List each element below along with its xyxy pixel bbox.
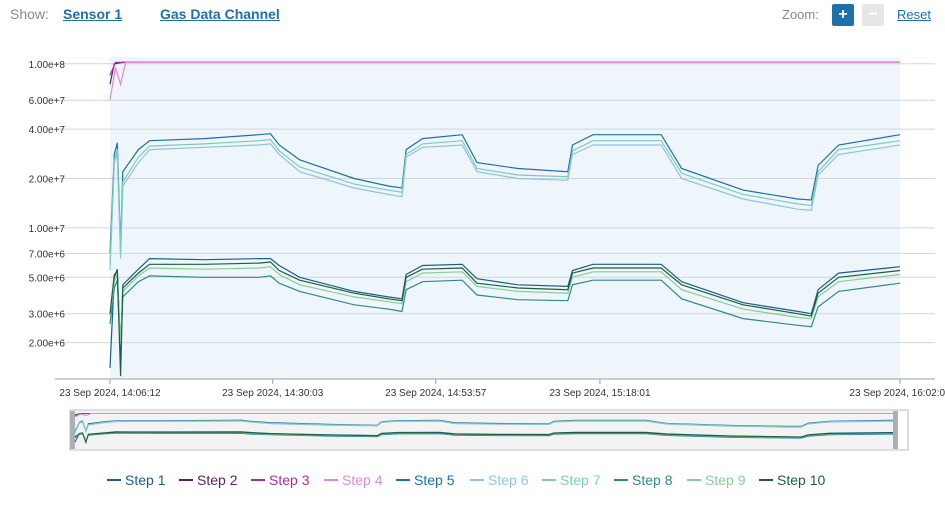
legend-label: Step 1 xyxy=(125,472,166,488)
main-chart[interactable]: 1.00e+8 6.00e+7 4.00e+7 2.00e+7 1.00e+7 7.00e… xyxy=(0,0,945,410)
reset-link[interactable]: Reset xyxy=(897,7,931,22)
y-tick-label: 5.00e+6 xyxy=(29,273,66,284)
chart-legend: Step 1 Step 2 Step 3 Step 4 Step 5 Step 6 Step… xyxy=(0,468,945,494)
legend-swatch xyxy=(396,479,410,482)
legend-item-step-6[interactable]: Step 6 xyxy=(470,472,528,488)
legend-label: Step 10 xyxy=(777,472,826,488)
legend-swatch xyxy=(614,479,628,482)
legend-label: Step 2 xyxy=(197,472,238,488)
legend-swatch xyxy=(687,479,701,482)
x-tick-label: 23 Sep 2024, 14:06:12 xyxy=(59,388,161,399)
legend-item-step-4[interactable]: Step 4 xyxy=(324,472,382,488)
grid-lines xyxy=(55,63,935,380)
legend-label: Step 5 xyxy=(414,472,455,488)
legend-swatch xyxy=(470,479,484,482)
legend-item-step-9[interactable]: Step 9 xyxy=(687,472,745,488)
navigator-handle-left[interactable] xyxy=(70,411,75,449)
y-tick-label: 2.00e+6 xyxy=(29,339,66,350)
y-tick-label: 2.00e+7 xyxy=(29,174,66,185)
series-line-step-1 xyxy=(109,257,901,369)
legend-item-step-3[interactable]: Step 3 xyxy=(251,472,309,488)
y-tick-label: 1.00e+8 xyxy=(29,60,66,71)
series-line-step-5 xyxy=(109,133,901,254)
series-line-step-7 xyxy=(109,138,901,265)
x-tick-label: 23 Sep 2024, 15:18:01 xyxy=(549,388,651,399)
legend-swatch xyxy=(542,479,556,482)
x-tick-label: 23 Sep 2024, 16:02:00 xyxy=(849,388,945,399)
navigator-handle-right[interactable] xyxy=(893,411,898,449)
legend-item-step-5[interactable]: Step 5 xyxy=(396,472,454,488)
y-tick-label: 4.00e+7 xyxy=(29,125,66,136)
zoom-out-button[interactable]: − xyxy=(862,4,884,26)
sensor-link[interactable]: Sensor 1 xyxy=(63,6,123,22)
navigator-line-step-10 xyxy=(74,431,894,445)
legend-swatch xyxy=(179,479,193,482)
legend-swatch xyxy=(759,479,773,482)
y-tick-label: 3.00e+6 xyxy=(29,310,66,321)
y-tick-label: 7.00e+6 xyxy=(29,249,66,260)
navigator-line-step-4 xyxy=(74,413,893,418)
series-line-step-9 xyxy=(109,266,901,345)
legend-label: Step 4 xyxy=(342,472,383,488)
plot-background xyxy=(110,57,900,379)
legend-item-step-7[interactable]: Step 7 xyxy=(542,472,600,488)
legend-label: Step 6 xyxy=(488,472,529,488)
navigator-selection xyxy=(75,411,893,449)
x-axis: 23 Sep 2024, 14:06:12 23 Sep 2024, 14:30:… xyxy=(59,379,945,399)
legend-item-step-8[interactable]: Step 8 xyxy=(614,472,672,488)
y-axis: 1.00e+8 6.00e+7 4.00e+7 2.00e+7 1.00e+7 7.00e… xyxy=(29,60,66,350)
series-line-step-10 xyxy=(109,261,901,377)
chart-toolbar: Show: Sensor 1 Gas Data Channel Zoom: + … xyxy=(0,0,945,32)
legend-label: Step 9 xyxy=(705,472,746,488)
legend-swatch xyxy=(324,479,338,482)
legend-label: Step 8 xyxy=(632,472,673,488)
show-label: Show: xyxy=(10,6,49,22)
x-tick-label: 23 Sep 2024, 14:53:57 xyxy=(385,388,487,399)
x-tick-label: 23 Sep 2024, 14:30:03 xyxy=(222,388,324,399)
legend-label: Step 7 xyxy=(560,472,601,488)
legend-swatch xyxy=(107,479,121,482)
plot-area xyxy=(110,57,900,379)
legend-item-step-10[interactable]: Step 10 xyxy=(759,472,825,488)
range-navigator[interactable] xyxy=(0,408,945,458)
legend-item-step-2[interactable]: Step 2 xyxy=(179,472,237,488)
series-line-step-4 xyxy=(109,61,900,101)
y-tick-label: 1.00e+7 xyxy=(29,224,66,235)
channel-link[interactable]: Gas Data Channel xyxy=(160,6,280,22)
legend-label: Step 3 xyxy=(269,472,310,488)
legend-swatch xyxy=(251,479,265,482)
legend-item-step-1[interactable]: Step 1 xyxy=(107,472,165,488)
zoom-label: Zoom: xyxy=(782,7,819,22)
series-line-step-8 xyxy=(109,275,901,347)
navigator-line-step-7 xyxy=(74,420,894,433)
zoom-in-button[interactable]: + xyxy=(832,4,854,26)
series-lines xyxy=(109,61,901,377)
y-tick-label: 6.00e+7 xyxy=(29,96,66,107)
